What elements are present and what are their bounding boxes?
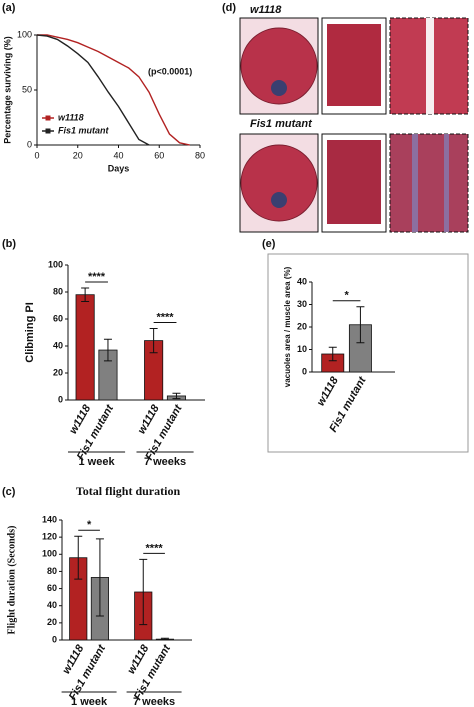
panel-label: (e) bbox=[262, 238, 276, 250]
x-tick-label: 0 bbox=[34, 150, 39, 160]
y-tick-label: 50 bbox=[22, 84, 32, 94]
error-bar bbox=[81, 287, 90, 302]
panel-label: (b) bbox=[2, 238, 16, 250]
y-axis-label: vacuoles area / muscle area (%) bbox=[283, 266, 292, 387]
legend-label: Fis1 mutant bbox=[58, 125, 110, 135]
y-tick-label: 0 bbox=[52, 634, 57, 644]
legend-swatch bbox=[45, 128, 51, 134]
y-tick-label: 20 bbox=[297, 321, 307, 331]
survival-line bbox=[36, 34, 150, 146]
error-bar bbox=[149, 327, 158, 354]
y-axis-label: Percentage surviving (%) bbox=[2, 36, 12, 144]
error-bar bbox=[74, 535, 83, 580]
legend-swatch bbox=[45, 115, 51, 121]
y-tick-label: 0 bbox=[302, 366, 307, 376]
group-label: 1 week bbox=[78, 456, 115, 468]
x-tick-label: 20 bbox=[73, 150, 83, 160]
y-tick-label: 100 bbox=[17, 29, 32, 39]
x-tick-label: 80 bbox=[195, 150, 205, 160]
micrograph-row bbox=[239, 17, 469, 115]
panel-label: (c) bbox=[2, 486, 16, 498]
y-tick-label: 40 bbox=[297, 276, 307, 286]
group-label: 7 weeks bbox=[133, 696, 175, 707]
error-bar bbox=[172, 392, 181, 400]
annotation: (p<0.0001) bbox=[148, 66, 192, 76]
panel-label: (a) bbox=[2, 2, 16, 14]
group-label: 1 week bbox=[71, 696, 108, 707]
error-bar bbox=[356, 306, 365, 344]
x-tick-label: 40 bbox=[113, 150, 123, 160]
y-tick-label: 100 bbox=[42, 549, 57, 559]
error-bar bbox=[95, 538, 104, 617]
significance-label: **** bbox=[146, 542, 164, 554]
x-tick-label: 60 bbox=[154, 150, 164, 160]
panel-border bbox=[267, 253, 469, 453]
y-tick-label: 40 bbox=[47, 600, 57, 610]
y-tick-label: 40 bbox=[53, 340, 63, 350]
y-tick-label: 140 bbox=[42, 514, 57, 524]
micrograph-row bbox=[239, 133, 469, 233]
y-tick-label: 20 bbox=[53, 367, 63, 377]
significance-label: * bbox=[87, 519, 92, 531]
x-tick-label: w1118 bbox=[315, 374, 342, 408]
significance-label: * bbox=[344, 290, 349, 302]
survival-line bbox=[37, 34, 190, 146]
error-bar bbox=[139, 558, 148, 626]
chart-title: Total flight duration bbox=[76, 484, 181, 498]
y-tick-label: 60 bbox=[53, 313, 63, 323]
y-tick-label: 20 bbox=[47, 617, 57, 627]
significance-label: **** bbox=[156, 311, 174, 323]
image-row-label: w1118 bbox=[250, 4, 282, 16]
y-tick-label: 120 bbox=[42, 532, 57, 542]
y-tick-label: 80 bbox=[47, 566, 57, 576]
y-axis-label: Flight duration (Seconds) bbox=[6, 526, 17, 635]
y-tick-label: 80 bbox=[53, 286, 63, 296]
legend-label: w1118 bbox=[58, 112, 84, 122]
error-bar bbox=[103, 338, 112, 362]
image-row-label: Fis1 mutant bbox=[250, 118, 313, 130]
panel-label: (d) bbox=[222, 2, 236, 14]
error-bar bbox=[160, 637, 169, 641]
y-tick-label: 0 bbox=[58, 394, 63, 404]
y-tick-label: 0 bbox=[27, 139, 32, 149]
y-tick-label: 100 bbox=[48, 259, 63, 269]
significance-label: **** bbox=[88, 271, 106, 283]
error-bar bbox=[328, 346, 337, 362]
group-label: 7 weeks bbox=[144, 456, 186, 468]
y-axis-label: Clibming PI bbox=[24, 302, 36, 363]
y-tick-label: 10 bbox=[297, 344, 307, 354]
x-axis-label: Days bbox=[108, 163, 130, 173]
bar bbox=[75, 294, 95, 401]
y-tick-label: 60 bbox=[47, 583, 57, 593]
y-tick-label: 30 bbox=[297, 299, 307, 309]
